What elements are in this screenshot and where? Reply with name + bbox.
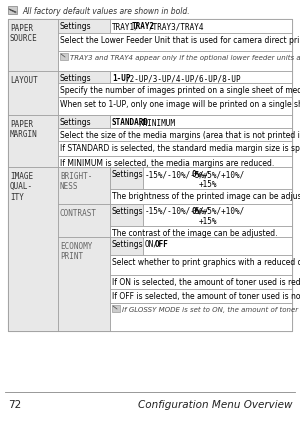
Text: 1-UP: 1-UP — [112, 74, 130, 83]
Text: BRIGHT-
NESS: BRIGHT- NESS — [60, 172, 92, 191]
Text: -15%/-10%/-5%/: -15%/-10%/-5%/ — [145, 207, 210, 216]
Bar — [8, 116, 58, 167]
Text: Select the Lower Feeder Unit that is used for camera direct printing.: Select the Lower Feeder Unit that is use… — [60, 36, 300, 45]
Bar — [110, 303, 292, 331]
Bar — [58, 116, 110, 129]
Bar — [110, 190, 292, 204]
Bar — [8, 167, 58, 331]
Bar — [110, 204, 143, 227]
Bar — [8, 20, 292, 331]
Text: Settings: Settings — [112, 207, 144, 216]
Bar — [110, 227, 292, 237]
Text: If OFF is selected, the amount of toner used is not reduced when printing.: If OFF is selected, the amount of toner … — [112, 291, 300, 300]
Bar — [8, 20, 58, 72]
Text: -15%/-10%/-5%/: -15%/-10%/-5%/ — [145, 170, 210, 178]
Text: 0%: 0% — [192, 170, 201, 178]
Bar — [58, 34, 292, 52]
Text: Settings: Settings — [112, 170, 144, 178]
Text: /TRAY3/TRAY4: /TRAY3/TRAY4 — [149, 22, 204, 31]
Bar — [110, 275, 292, 289]
Text: Specify the number of images printed on a single sheet of media.: Specify the number of images printed on … — [60, 86, 300, 95]
Bar — [110, 72, 292, 84]
Bar — [58, 204, 110, 237]
Bar — [58, 142, 292, 157]
Text: Settings: Settings — [60, 74, 92, 83]
Bar — [58, 84, 292, 98]
Text: 72: 72 — [8, 399, 21, 409]
Text: Select whether to print graphics with a reduced density by reducing the amount o: Select whether to print graphics with a … — [112, 257, 300, 266]
Text: The brightness of the printed image can be adjusted.: The brightness of the printed image can … — [112, 192, 300, 201]
Bar — [143, 167, 292, 190]
Bar — [58, 98, 292, 116]
Bar — [58, 129, 292, 142]
Bar — [58, 157, 292, 167]
Text: If GLOSSY MODE is set to ON, the amount of toner used is not reduced when printi: If GLOSSY MODE is set to ON, the amount … — [122, 306, 300, 312]
Text: PAPER
SOURCE: PAPER SOURCE — [10, 24, 38, 43]
Text: If MINIMUM is selected, the media margins are reduced.: If MINIMUM is selected, the media margin… — [60, 158, 274, 167]
Text: ECONOMY
PRINT: ECONOMY PRINT — [60, 242, 92, 261]
Bar — [110, 289, 292, 303]
Bar — [110, 116, 292, 129]
Bar — [58, 167, 110, 204]
Text: Configuration Menu Overview: Configuration Menu Overview — [137, 399, 292, 409]
Text: The contrast of the image can be adjusted.: The contrast of the image can be adjuste… — [112, 228, 278, 237]
Text: Settings: Settings — [60, 22, 92, 31]
Text: LAYOUT: LAYOUT — [10, 76, 38, 85]
Bar — [110, 256, 292, 275]
Text: IMAGE
QUAL-
ITY: IMAGE QUAL- ITY — [10, 172, 33, 201]
Text: /2-UP/3-UP/4-UP/6-UP/8-UP: /2-UP/3-UP/4-UP/6-UP/8-UP — [125, 74, 241, 83]
Text: TRAY2: TRAY2 — [132, 22, 155, 31]
FancyBboxPatch shape — [8, 7, 17, 15]
Bar — [143, 204, 292, 227]
Text: /+5%/+10%/
+15%: /+5%/+10%/ +15% — [199, 207, 245, 226]
Text: STANDARD: STANDARD — [112, 118, 149, 127]
Text: Settings: Settings — [60, 118, 92, 127]
Text: 0%: 0% — [192, 207, 201, 216]
Text: If STANDARD is selected, the standard media margin size is specified.: If STANDARD is selected, the standard me… — [60, 144, 300, 153]
Bar — [8, 72, 58, 116]
Text: All factory default values are shown in bold.: All factory default values are shown in … — [22, 7, 190, 16]
FancyBboxPatch shape — [60, 54, 68, 61]
FancyBboxPatch shape — [112, 305, 120, 312]
Text: OFF: OFF — [155, 239, 169, 248]
Bar — [58, 20, 110, 34]
Text: TRAY1/: TRAY1/ — [112, 22, 140, 31]
Text: /MINIMUM: /MINIMUM — [139, 118, 176, 127]
Bar — [58, 237, 110, 331]
Bar — [58, 52, 292, 72]
Text: /+5%/+10%/
+15%: /+5%/+10%/ +15% — [199, 170, 245, 189]
Text: ON/: ON/ — [145, 239, 159, 248]
Bar — [110, 237, 143, 256]
Bar — [143, 237, 292, 256]
Text: Select the size of the media margins (area that is not printed in).: Select the size of the media margins (ar… — [60, 131, 300, 140]
Text: PAPER
MARGIN: PAPER MARGIN — [10, 120, 38, 139]
Bar — [110, 20, 292, 34]
Text: TRAY3 and TRAY4 appear only if the optional lower feeder units are installed.: TRAY3 and TRAY4 appear only if the optio… — [70, 55, 300, 61]
Text: If ON is selected, the amount of toner used is reduced when printing.: If ON is selected, the amount of toner u… — [112, 277, 300, 286]
Text: Settings: Settings — [112, 239, 144, 248]
Text: CONTRAST: CONTRAST — [60, 208, 97, 218]
Text: When set to 1-UP, only one image will be printed on a single sheet of media.: When set to 1-UP, only one image will be… — [60, 100, 300, 109]
Bar — [110, 167, 143, 190]
Bar — [58, 72, 110, 84]
